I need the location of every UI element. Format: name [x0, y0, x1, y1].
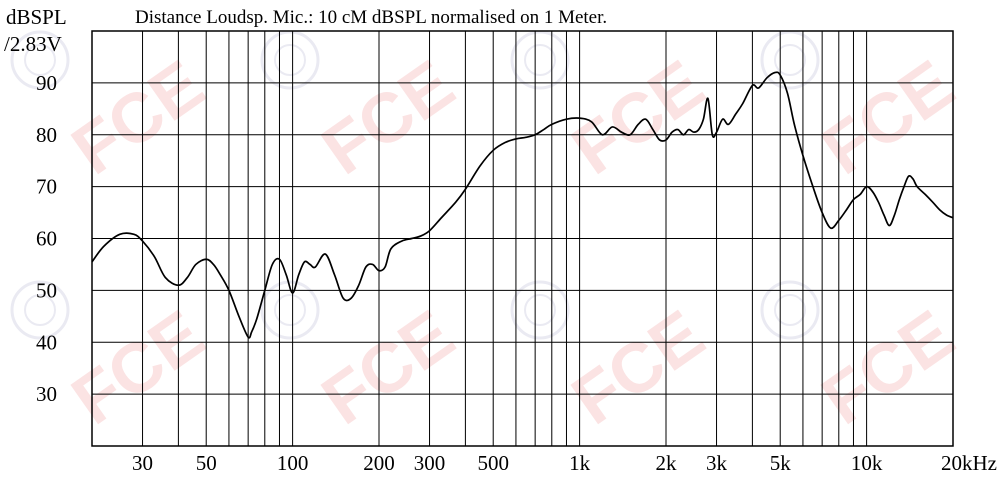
- y-tick-label: 90: [36, 71, 57, 95]
- x-tick-label: 2k: [656, 451, 678, 475]
- y-tick-label: 70: [36, 175, 57, 199]
- x-tick-label: 100: [277, 451, 309, 475]
- y-tick-label: 60: [36, 227, 57, 251]
- x-tick-label: 3k: [706, 451, 728, 475]
- x-tick-label: 300: [414, 451, 446, 475]
- plot-frame: [91, 30, 954, 447]
- x-tick-label: 5k: [770, 451, 792, 475]
- y-tick-label: 50: [36, 278, 57, 302]
- y-axis-label-line2: /2.83V: [4, 32, 62, 56]
- x-tick-label: 1k: [569, 451, 591, 475]
- x-tick-label: 500: [477, 451, 509, 475]
- data-layer: [91, 71, 954, 339]
- y-tick-label: 40: [36, 330, 57, 354]
- x-tick-label: 20kHz: [941, 451, 997, 475]
- y-tick-label: 80: [36, 123, 57, 147]
- x-tick-label: 200: [363, 451, 395, 475]
- y-tick-label: 30: [36, 382, 57, 406]
- x-tick-label: 10k: [851, 451, 883, 475]
- x-tick-label: 50: [196, 451, 217, 475]
- label-layer: Distance Loudsp. Mic.: 10 cM dBSPL norma…: [4, 5, 997, 475]
- grid-layer: [92, 31, 953, 446]
- series-line-spl: [91, 71, 954, 339]
- x-tick-label: 30: [132, 451, 153, 475]
- y-axis-label-line1: dBSPL: [6, 5, 67, 29]
- chart-title: Distance Loudsp. Mic.: 10 cM dBSPL norma…: [135, 7, 607, 28]
- plot-border: [91, 30, 954, 447]
